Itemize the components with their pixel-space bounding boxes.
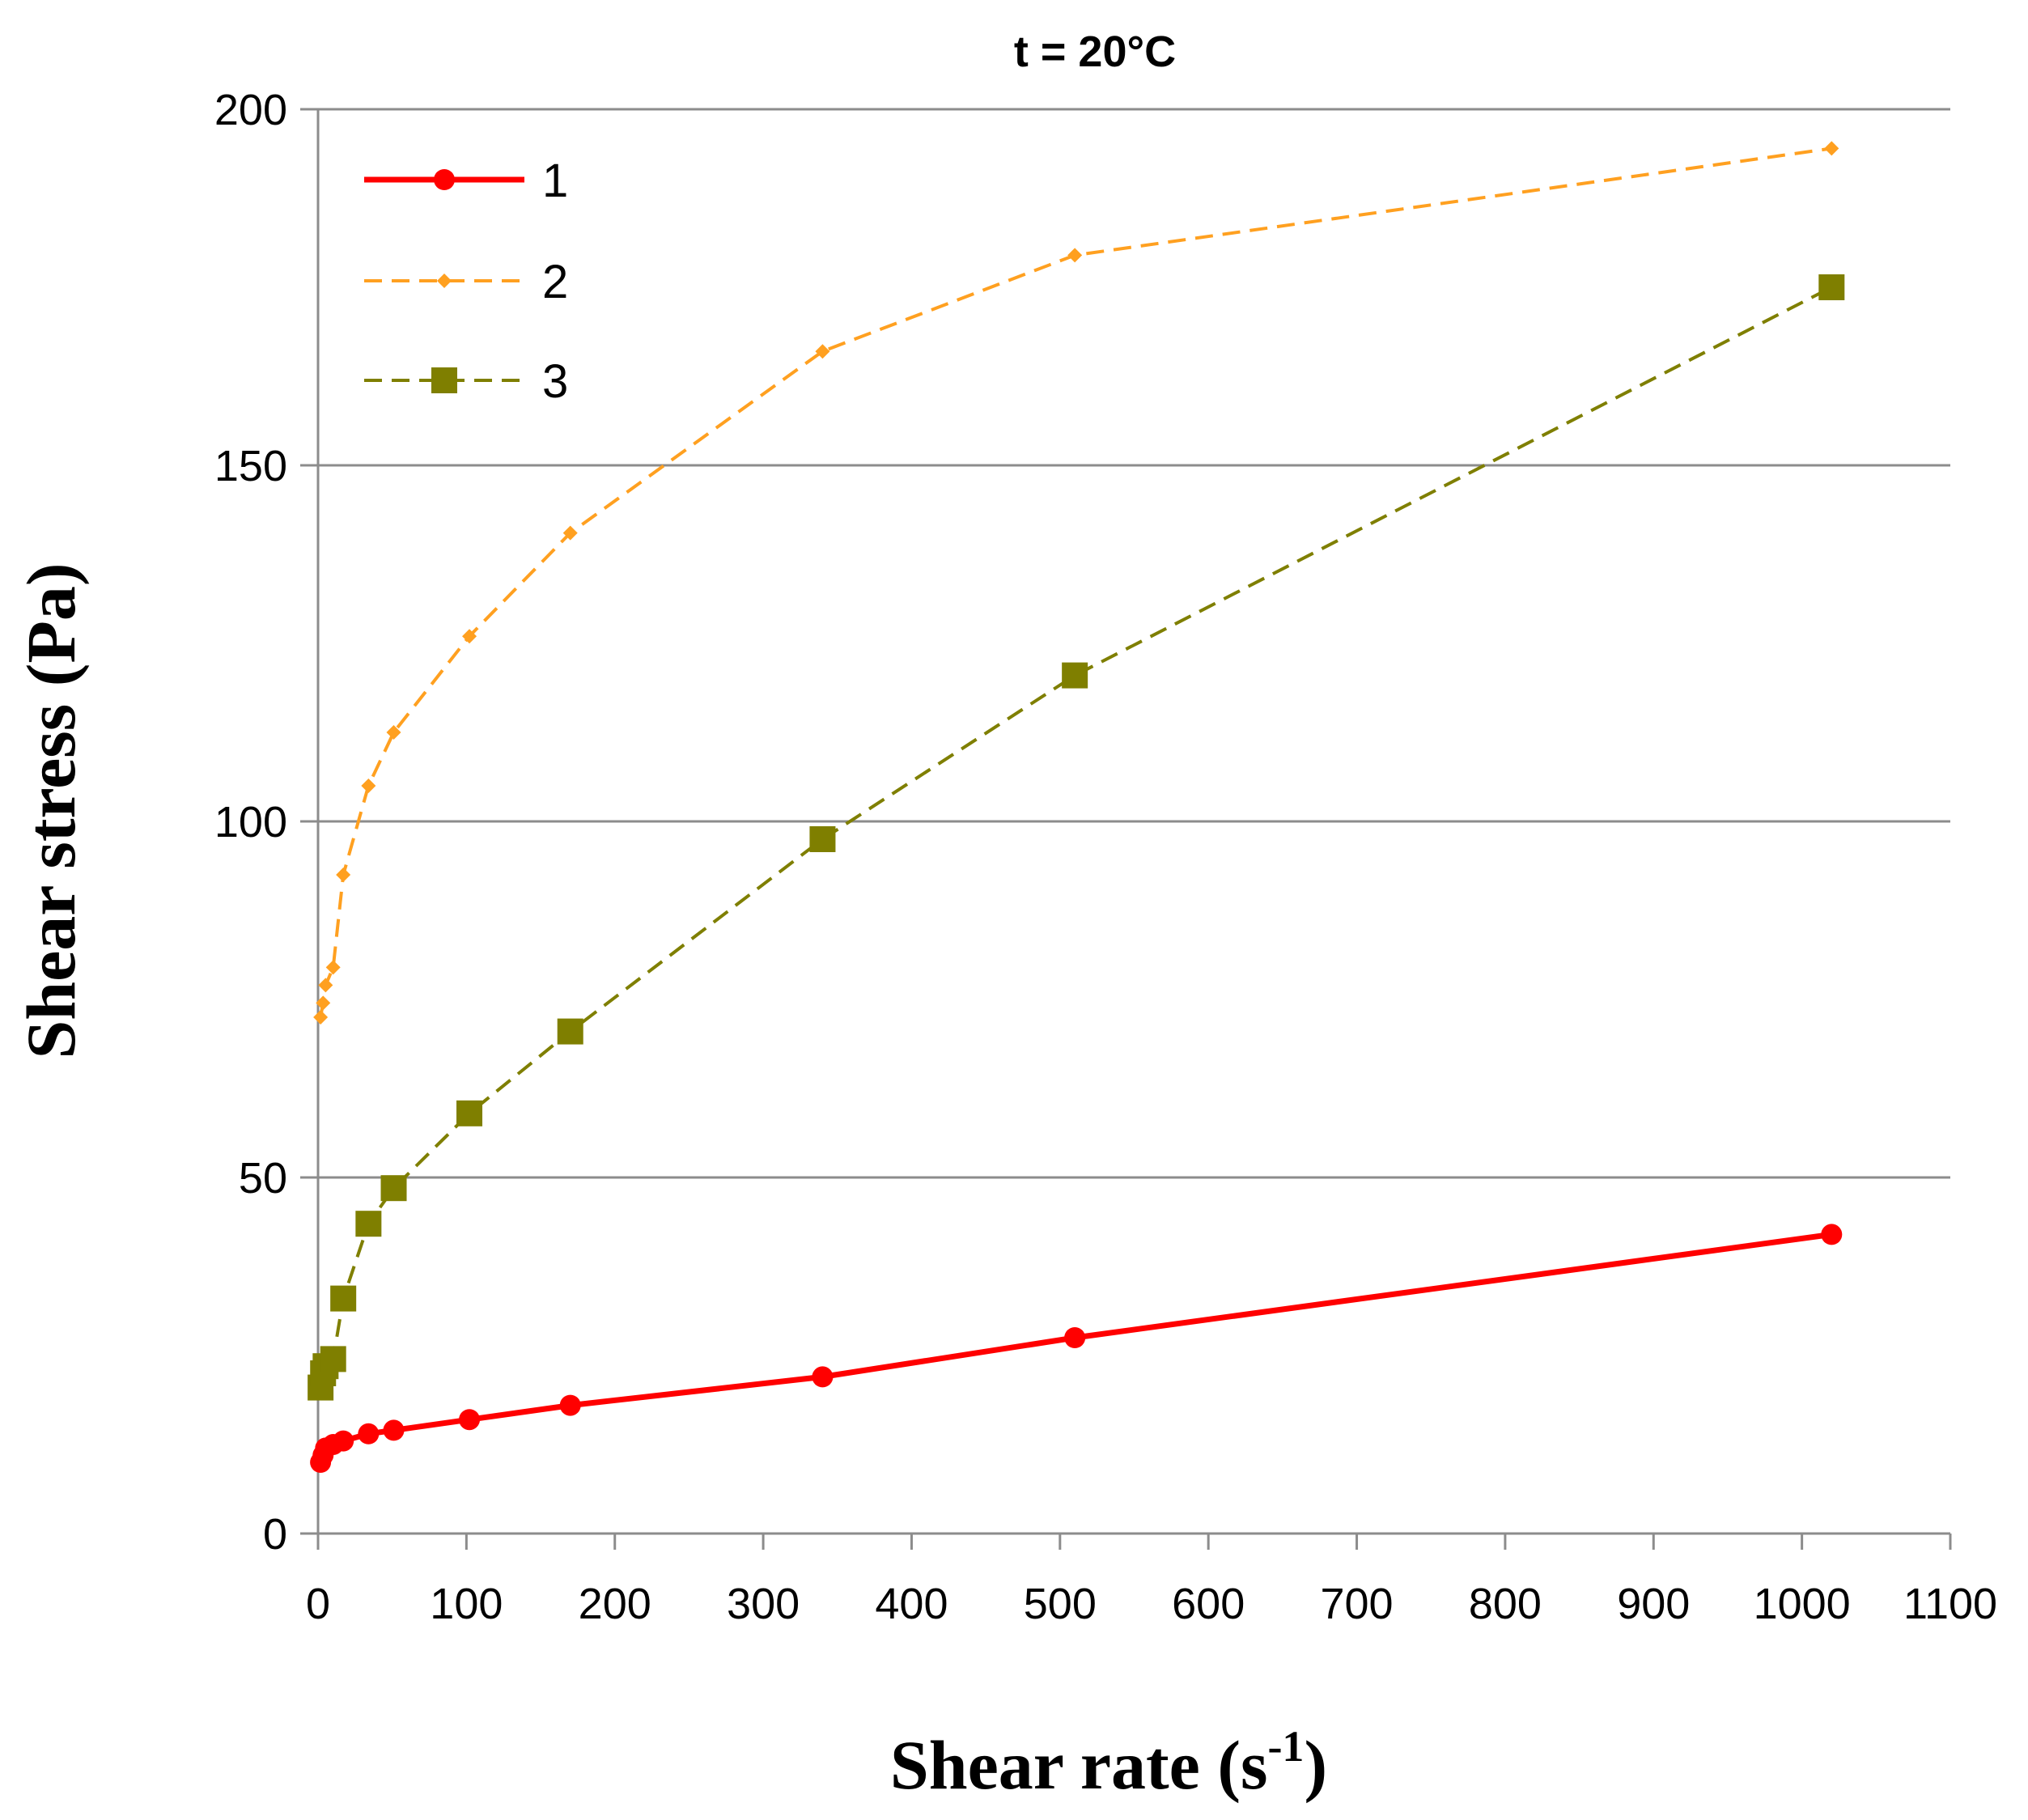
legend-layer: 1 2 3 <box>364 155 568 408</box>
series-3-point <box>330 1285 357 1312</box>
x-tick-label: 200 <box>579 1580 651 1628</box>
x-tick-label: 400 <box>875 1580 948 1628</box>
series-2-point <box>325 960 341 975</box>
series-2-point <box>318 978 333 993</box>
legend-label: 1 <box>542 155 568 207</box>
series-1-point <box>459 1409 481 1431</box>
x-tick-label: 0 <box>306 1580 330 1628</box>
series-1-point <box>383 1419 405 1441</box>
series-2-point <box>313 1010 329 1025</box>
legend-swatch-marker <box>431 367 457 393</box>
series-1 <box>310 1224 1843 1473</box>
series-2-point <box>562 525 578 541</box>
series-3-point <box>557 1018 583 1045</box>
x-tick-label: 1000 <box>1754 1580 1851 1628</box>
y-axis-title: Shear stress (Pa) <box>12 562 90 1058</box>
y-tick-label: 0 <box>263 1510 287 1559</box>
series-2-point <box>316 995 331 1011</box>
y-tick-label: 200 <box>214 86 287 134</box>
series-1-point <box>1064 1327 1086 1348</box>
series-3-point <box>1062 662 1088 689</box>
x-tick-label: 900 <box>1617 1580 1690 1628</box>
series-1-point <box>812 1366 834 1388</box>
legend-item-2: 2 <box>364 256 568 308</box>
series-3-point <box>355 1211 382 1237</box>
x-tick-label: 800 <box>1469 1580 1542 1628</box>
series-1-point <box>333 1430 354 1452</box>
series-2 <box>313 141 1839 1025</box>
series-1-point <box>358 1423 380 1445</box>
series-1-line <box>317 1231 1832 1464</box>
legend-item-1: 1 <box>364 155 568 207</box>
x-tick-label: 100 <box>430 1580 503 1628</box>
legend-item-3: 3 <box>364 355 568 408</box>
legend-label: 2 <box>542 256 568 308</box>
series-2-point <box>336 868 351 882</box>
legend-label: 3 <box>542 355 568 408</box>
y-tick-label: 100 <box>214 798 287 846</box>
series-2-point <box>1067 248 1083 263</box>
x-axis-title: Shear rate (s-1) <box>890 1722 1327 1804</box>
series-3-point <box>809 826 836 852</box>
legend-swatch-marker <box>437 274 452 288</box>
series-2-point <box>462 629 477 644</box>
series-3-point <box>380 1175 407 1202</box>
axis-layer: 0 50 100 150 200 0 100 200 300 400 500 600 700 800 900… <box>214 86 1997 1628</box>
grid-layer <box>318 108 1950 1179</box>
series-3-point <box>320 1346 346 1372</box>
legend-swatch-marker <box>434 169 455 190</box>
x-axis-title-end: ) <box>1304 1726 1327 1804</box>
x-tick-label: 300 <box>727 1580 800 1628</box>
series-3 <box>308 274 1845 1401</box>
x-tick-label: 500 <box>1024 1580 1097 1628</box>
series-1-point <box>1821 1224 1843 1245</box>
series-2-point <box>386 725 401 740</box>
series-1-point <box>559 1394 581 1416</box>
series-2-point <box>1824 141 1839 156</box>
x-tick-label: 700 <box>1320 1580 1393 1628</box>
y-tick-label: 150 <box>214 442 287 490</box>
series-2-point <box>361 778 376 793</box>
series-3-line <box>319 286 1833 1388</box>
x-tick-label: 1100 <box>1903 1580 1997 1628</box>
series-2-point <box>815 344 830 359</box>
series-3-point <box>456 1100 483 1126</box>
series-layer <box>308 141 1845 1473</box>
y-tick-label: 50 <box>239 1154 287 1203</box>
x-tick-label: 600 <box>1172 1580 1245 1628</box>
x-axis-title-main: Shear rate (s <box>890 1726 1268 1804</box>
series-3-point <box>1818 274 1845 300</box>
x-axis-title-superscript: -1 <box>1267 1722 1304 1771</box>
chart-title: t = 20°C <box>1014 28 1176 76</box>
